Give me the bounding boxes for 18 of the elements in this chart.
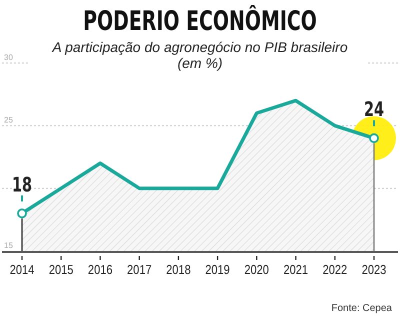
x-tick-label: 2014 xyxy=(10,262,35,278)
y-tick-label: 25 xyxy=(4,116,14,125)
x-tick-label: 2016 xyxy=(88,262,113,278)
x-tick-label: 2019 xyxy=(205,262,230,278)
source-note: Fonte: Cepea xyxy=(331,303,392,314)
x-tick-label: 2018 xyxy=(166,262,191,278)
x-tick-label: 2017 xyxy=(127,262,152,278)
x-tick-label: 2023 xyxy=(362,262,387,278)
x-tick-label: 2022 xyxy=(322,262,348,278)
chart-title: PODERIO ECONÔMICO xyxy=(83,4,317,37)
x-tick-label: 2015 xyxy=(48,262,74,278)
y-tick-label: 30 xyxy=(4,53,14,62)
y-tick-label: 15 xyxy=(4,241,14,250)
data-label: 24 xyxy=(364,98,384,122)
x-tick-label: 2020 xyxy=(244,262,270,278)
chart-subtitle: A participação do agronegócio no PIB brasileiro (em %) xyxy=(51,39,348,71)
x-tick-label: 2021 xyxy=(284,262,308,278)
data-label: 18 xyxy=(12,174,32,197)
